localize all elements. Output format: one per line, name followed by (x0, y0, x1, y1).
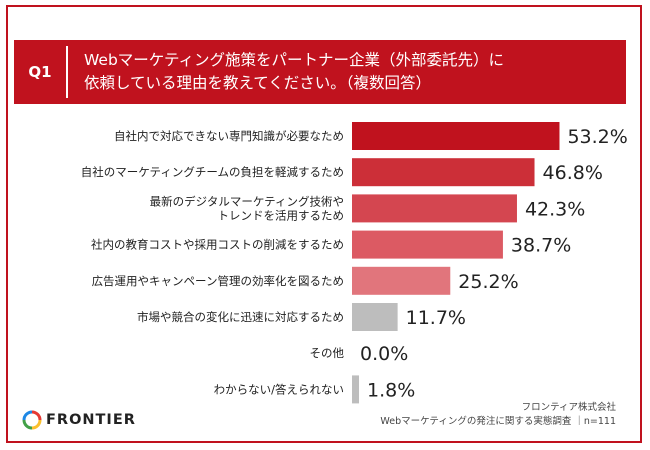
source-survey: Webマーケティングの発注に関する実態調査 ｜n=111 (380, 416, 616, 427)
source-note: フロンティア株式会社 Webマーケティングの発注に関する実態調査 ｜n=111 (380, 401, 616, 429)
logo-text: FRONTIER (46, 412, 136, 428)
category-label: 最新のデジタルマーケティング技術やトレンドを活用するため (150, 194, 344, 222)
bar (352, 122, 560, 150)
value-label: 46.8% (543, 162, 603, 184)
category-label: わからない/答えられない (214, 382, 344, 396)
value-label: 53.2% (567, 126, 627, 148)
category-label: その他 (310, 346, 345, 360)
category-label: 市場や競合の変化に迅速に対応するため (137, 310, 344, 324)
category-label: 自社のマーケティングチームの負担を軽減するため (81, 165, 344, 179)
frontier-logo: FRONTIER (22, 410, 136, 430)
question-divider (66, 46, 68, 98)
category-label: 広告運用やキャンペーン管理の効率化を図るため (92, 274, 344, 288)
bar (352, 194, 517, 223)
bar (352, 303, 398, 331)
frontier-logo-icon (22, 410, 42, 430)
value-label: 42.3% (525, 198, 585, 220)
question-header: Q1 Webマーケティング施策をパートナー企業（外部委託先）に 依頼している理由… (14, 40, 626, 104)
category-label: 自社内で対応できない専門知識が必要なため (114, 129, 344, 143)
question-number: Q1 (28, 63, 52, 81)
value-label: 11.7% (406, 307, 466, 329)
bar (352, 266, 451, 295)
bar (352, 158, 535, 187)
question-text: Webマーケティング施策をパートナー企業（外部委託先）に 依頼している理由を教え… (84, 51, 505, 92)
bar (352, 375, 360, 404)
value-label: 38.7% (511, 235, 571, 257)
value-label: 0.0% (360, 343, 408, 365)
category-label: 社内の教育コストや採用コストの削減をするため (91, 238, 344, 252)
value-label: 25.2% (458, 271, 518, 293)
bar (352, 230, 503, 259)
value-label: 1.8% (367, 379, 415, 401)
source-company: フロンティア株式会社 (521, 402, 616, 413)
